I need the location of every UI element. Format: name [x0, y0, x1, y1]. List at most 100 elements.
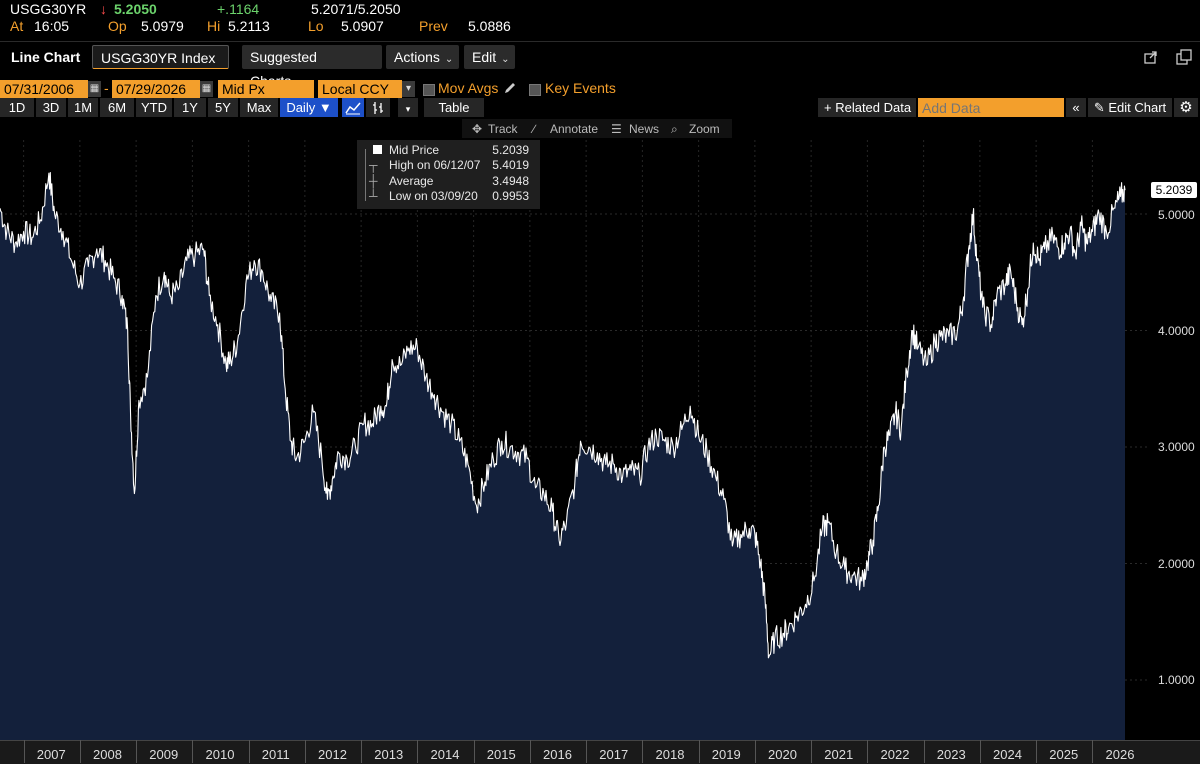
track-tool[interactable]: Track	[488, 122, 518, 136]
chart-type-dropdown[interactable]: ▾	[398, 98, 418, 117]
news-icon[interactable]: ☰	[611, 122, 622, 136]
chart-toolbar: Line Chart USGG30YR Index Suggested Char…	[0, 41, 1200, 89]
settings-gear-icon[interactable]: ⚙	[1174, 98, 1198, 117]
x-tick-label: 2016	[543, 747, 572, 762]
legend-high-row: ┬ High on 06/12/07 5.4019	[363, 158, 535, 173]
x-tick-mark	[79, 740, 81, 763]
export-icon[interactable]	[1143, 49, 1159, 65]
edit-button[interactable]: Edit ⌄	[464, 45, 515, 69]
bid-ask: 5.2071/5.2050	[311, 1, 401, 17]
chevron-down-icon: ⌄	[501, 54, 510, 65]
x-tick-mark	[473, 740, 475, 763]
period-ytd-button[interactable]: YTD	[136, 98, 172, 117]
calendar-icon[interactable]: ▦	[88, 81, 101, 97]
period-label: 5Y	[215, 100, 231, 115]
annotate-icon[interactable]: ∕	[533, 122, 536, 136]
x-tick-label: 2014	[430, 747, 460, 762]
period-label: 1M	[73, 100, 93, 115]
end-date-input[interactable]: 07/29/2026	[112, 80, 200, 98]
ohlc-chart-type-button[interactable]	[366, 98, 390, 117]
legend-average-row: ┼ Average 3.4948	[363, 174, 535, 189]
x-tick-label: 2010	[205, 747, 235, 762]
x-tick-mark	[1092, 740, 1094, 763]
high-marker-icon: ┬	[369, 158, 378, 172]
chevron-down-icon: ▾	[405, 104, 411, 114]
period-label: 3D	[42, 100, 60, 115]
frequency-select[interactable]: Daily ▼	[280, 98, 338, 117]
actions-button[interactable]: Actions ⌄	[386, 45, 459, 69]
end-date-text: 07/29/2026	[116, 81, 187, 97]
price-area	[0, 172, 1125, 740]
period-3d-button[interactable]: 3D	[36, 98, 66, 117]
chart-type-title: Line Chart	[11, 49, 81, 65]
edit-chart-button[interactable]: ✎ Edit Chart	[1088, 98, 1172, 117]
move-icon[interactable]: ✥	[472, 122, 483, 136]
table-button[interactable]: Table	[424, 98, 484, 117]
chart-legend: Mid Price 5.2039 ┬ High on 06/12/07 5.40…	[357, 140, 540, 209]
related-data-button[interactable]: + Related Data	[818, 98, 916, 117]
last-price: 5.2050	[114, 1, 157, 17]
mov-avgs-label[interactable]: Mov Avgs	[438, 80, 499, 96]
field-text: Mid Px	[222, 81, 265, 97]
line-chart-icon	[345, 102, 361, 115]
currency-select[interactable]: Local CCY	[318, 80, 402, 98]
zoom-tool[interactable]: Zoom	[689, 122, 720, 136]
zoom-icon[interactable]: ⌕	[671, 122, 678, 136]
start-date-input[interactable]: 07/31/2006	[0, 80, 88, 98]
price-chart[interactable]	[0, 140, 1200, 740]
news-tool[interactable]: News	[629, 122, 660, 136]
start-date-text: 07/31/2006	[4, 81, 75, 97]
chart-tools-bar	[462, 119, 732, 138]
y-tick-label: 2.0000	[1158, 557, 1195, 571]
x-tick-label: 2023	[936, 747, 966, 762]
period-1m-button[interactable]: 1M	[68, 98, 98, 117]
ticker-symbol: USGG30YR	[10, 1, 87, 17]
frequency-text: Daily ▼	[286, 100, 332, 115]
prev-label: Prev	[419, 18, 448, 34]
period-1d-button[interactable]: 1D	[0, 98, 34, 117]
low-marker-icon: ┴	[369, 189, 378, 203]
series-swatch	[373, 145, 382, 154]
x-tick-mark	[867, 740, 869, 763]
chevron-down-icon[interactable]: ▾	[402, 81, 415, 97]
x-tick-label: 2017	[599, 747, 629, 762]
x-tick-mark	[586, 740, 588, 763]
pencil-icon: ✎	[1093, 100, 1109, 115]
legend-low-label: Low on 03/09/20	[389, 189, 478, 203]
key-events-label[interactable]: Key Events	[545, 80, 616, 96]
candlestick-icon	[373, 102, 383, 114]
y-tick-label: 4.0000	[1158, 324, 1195, 338]
currency-text: Local CCY	[322, 81, 389, 97]
suggested-charts-button[interactable]: Suggested Charts⌄	[242, 45, 382, 89]
last-value-marker: 5.2039	[1151, 182, 1197, 198]
x-tick-mark	[923, 740, 925, 763]
popout-icon[interactable]	[1176, 49, 1192, 65]
x-tick-mark	[754, 740, 756, 763]
period-label: 1Y	[182, 100, 198, 115]
chevron-down-icon: ⌄	[444, 54, 454, 65]
key-events-checkbox[interactable]	[529, 84, 541, 96]
mov-avgs-checkbox[interactable]	[423, 84, 435, 96]
pencil-icon[interactable]	[503, 81, 517, 95]
edit-label: Edit	[472, 49, 497, 65]
legend-average-value: 3.4948	[492, 174, 529, 188]
collapse-icon[interactable]: «	[1066, 98, 1086, 117]
period-1y-button[interactable]: 1Y	[174, 98, 206, 117]
security-input[interactable]: USGG30YR Index	[92, 45, 229, 69]
x-tick-mark	[361, 740, 363, 763]
legend-series-value: 5.2039	[492, 143, 529, 157]
x-tick-label: 2015	[486, 747, 516, 762]
period-max-button[interactable]: Max	[240, 98, 278, 117]
annotate-tool[interactable]: Annotate	[550, 122, 599, 136]
period-6m-button[interactable]: 6M	[100, 98, 134, 117]
y-tick-label: 5.0000	[1158, 208, 1195, 222]
x-tick-mark	[811, 740, 813, 763]
period-5y-button[interactable]: 5Y	[208, 98, 238, 117]
period-label: YTD	[141, 100, 167, 115]
x-tick-label: 2009	[149, 747, 179, 762]
price-line	[0, 171, 1126, 659]
calendar-icon[interactable]: ▦	[200, 81, 213, 97]
field-select[interactable]: Mid Px	[218, 80, 314, 98]
add-data-input[interactable]	[918, 98, 1064, 117]
line-chart-type-button[interactable]	[342, 98, 364, 117]
